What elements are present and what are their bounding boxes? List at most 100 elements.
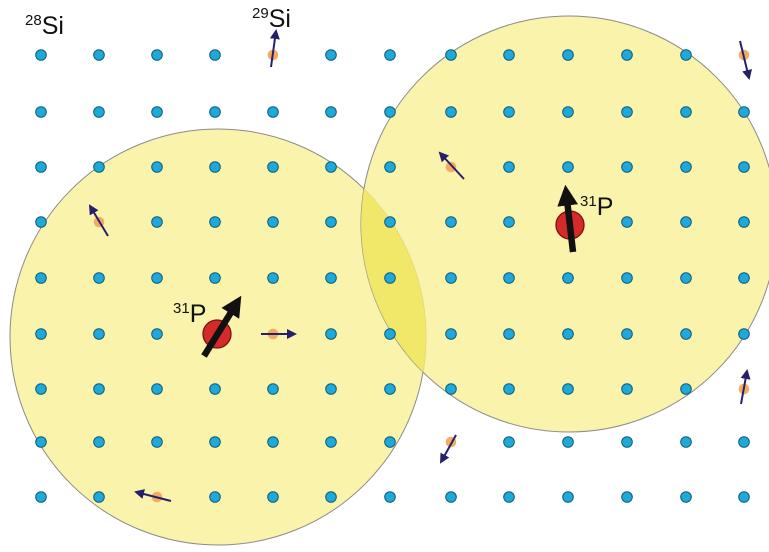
p31-right-mass-number: 31 <box>580 193 597 210</box>
si28-atom <box>680 272 692 284</box>
si28-atom <box>738 106 750 118</box>
si28-atom <box>562 106 574 118</box>
si28-atom <box>738 161 750 173</box>
si28-atom <box>35 161 47 173</box>
si28-atom <box>209 436 221 448</box>
si28-atom <box>384 161 396 173</box>
si28-atom <box>384 383 396 395</box>
si28-atom <box>562 49 574 61</box>
si28-atom <box>680 106 692 118</box>
si28-atom <box>503 383 515 395</box>
si28-atom <box>562 328 574 340</box>
si28-atom <box>151 436 163 448</box>
si28-element: Si <box>42 12 64 40</box>
si28-atom <box>209 491 221 503</box>
si28-atom <box>384 49 396 61</box>
si28-atom <box>384 272 396 284</box>
si28-atom <box>93 161 105 173</box>
si28-atom <box>621 216 633 228</box>
si28-atom <box>738 328 750 340</box>
si28-atom <box>621 161 633 173</box>
si28-atom <box>325 216 337 228</box>
si28-atom <box>562 491 574 503</box>
si28-atom <box>35 383 47 395</box>
si28-atom <box>325 436 337 448</box>
si28-atom <box>267 436 279 448</box>
si28-atom <box>503 106 515 118</box>
p31-label-left: 31P <box>173 300 206 328</box>
si28-atom <box>445 272 457 284</box>
si29-spin-bottom-left <box>134 489 172 503</box>
si28-atom <box>384 328 396 340</box>
si28-atom <box>384 436 396 448</box>
si28-atom <box>267 216 279 228</box>
si28-atom <box>680 216 692 228</box>
si28-atom <box>325 49 337 61</box>
nuclear-spin-arrow <box>88 204 109 237</box>
si28-atom <box>151 161 163 173</box>
si28-atom <box>35 106 47 118</box>
si28-atom <box>151 272 163 284</box>
si28-atom <box>93 491 105 503</box>
si28-atom <box>738 216 750 228</box>
p31-label-right: 31P <box>580 193 613 221</box>
p31-left-element: P <box>190 300 207 328</box>
si28-atom <box>680 328 692 340</box>
si28-atom <box>209 106 221 118</box>
p31-left-mass-number: 31 <box>173 300 190 317</box>
si28-atom <box>562 161 574 173</box>
si28-atom <box>267 491 279 503</box>
si28-mass-number: 28 <box>25 12 42 29</box>
si28-atom <box>680 491 692 503</box>
si28-atom <box>621 328 633 340</box>
si28-atom <box>35 272 47 284</box>
si28-atom <box>93 383 105 395</box>
si28-atom <box>621 272 633 284</box>
si28-atom <box>621 383 633 395</box>
si28-atom <box>445 49 457 61</box>
si28-atom <box>562 436 574 448</box>
si28-atom <box>151 49 163 61</box>
si28-atom <box>562 383 574 395</box>
si28-atom <box>209 216 221 228</box>
si28-atom <box>621 436 633 448</box>
si28-atom <box>562 272 574 284</box>
si28-atom <box>503 436 515 448</box>
si28-atom <box>325 328 337 340</box>
si28-atom <box>738 436 750 448</box>
si28-atom <box>93 328 105 340</box>
si28-atom <box>35 49 47 61</box>
si28-atom <box>680 383 692 395</box>
si28-atom <box>35 328 47 340</box>
nuclear-spin-arrow <box>134 489 172 502</box>
si28-atom <box>503 216 515 228</box>
si28-atom <box>93 436 105 448</box>
nuclear-spin-arrow <box>269 29 280 68</box>
p31-donor-layer <box>201 184 585 358</box>
si28-atom <box>267 106 279 118</box>
si28-atom <box>445 491 457 503</box>
si28-atom <box>445 216 457 228</box>
si28-atom <box>325 106 337 118</box>
si28-atom <box>680 49 692 61</box>
si28-atom <box>445 106 457 118</box>
si29-mass-number: 29 <box>252 5 269 22</box>
si28-atom <box>621 106 633 118</box>
p31-spin-arrow-left <box>201 295 242 358</box>
si28-atom <box>680 436 692 448</box>
nuclear-spin-arrow <box>740 369 751 405</box>
si28-atom <box>151 106 163 118</box>
si29-atom <box>445 161 457 173</box>
si28-atom <box>325 491 337 503</box>
si29-label: 29Si <box>252 5 291 33</box>
si28-atom <box>35 491 47 503</box>
si28-atom <box>445 383 457 395</box>
si28-atom <box>267 383 279 395</box>
si28-atom <box>93 106 105 118</box>
si29-spin-top-right <box>738 40 752 80</box>
si28-atom <box>621 49 633 61</box>
si28-atom <box>209 383 221 395</box>
si28-atom <box>267 272 279 284</box>
si29-spin-layer <box>88 29 752 503</box>
